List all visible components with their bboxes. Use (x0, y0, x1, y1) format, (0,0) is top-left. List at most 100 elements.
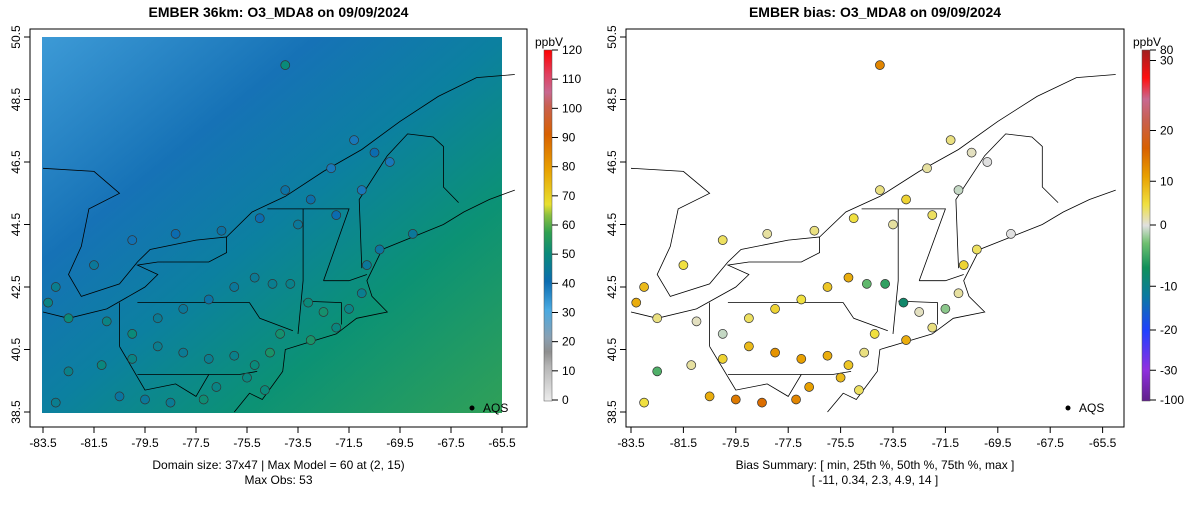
station-marker (114, 391, 125, 402)
colorbar-tick-label: 20 (1160, 124, 1174, 138)
station-marker (356, 288, 367, 299)
colorbar-tick-label: 0 (562, 393, 569, 407)
x-tick-label: -67.5 (437, 436, 465, 450)
station-marker (744, 313, 754, 324)
colorbar-tick-label: 0 (1160, 218, 1167, 232)
x-tick-label: -71.5 (932, 436, 960, 450)
colorbar-tick-label: 70 (562, 189, 576, 203)
station-marker (914, 307, 925, 317)
station-marker (267, 279, 278, 289)
y-tick-label: 38.5 (605, 400, 619, 424)
station-marker (356, 185, 367, 195)
station-marker (280, 60, 291, 70)
boundary-line (727, 302, 888, 332)
station-marker (953, 288, 964, 299)
station-marker (265, 347, 275, 358)
legend-marker (1065, 405, 1071, 411)
y-tick-label: 44.5 (9, 212, 23, 236)
y-tick-label: 40.5 (9, 337, 23, 361)
boundary-line (267, 208, 350, 281)
station-marker (280, 185, 291, 195)
station-marker (691, 316, 702, 327)
station-marker (639, 282, 649, 292)
station-marker (927, 322, 938, 333)
station-marker (1006, 229, 1016, 239)
station-marker (762, 229, 773, 239)
footer-line-2: Max Obs: 53 (244, 473, 312, 487)
map-boundaries (42, 74, 515, 413)
station-marker (178, 347, 189, 358)
station-marker (254, 213, 265, 224)
colorbar-tick-label: 90 (562, 131, 576, 145)
legend-marker (469, 405, 475, 411)
station-marker (331, 322, 342, 333)
boundary-line (709, 346, 802, 397)
map-panel-1: EMBER bias: O3_MDA8 on 09/09/2024 -83.5 -8… (605, 4, 1184, 487)
station-marker (275, 329, 285, 339)
station-marker (249, 360, 260, 370)
station-marker (198, 394, 209, 405)
station-marker (835, 372, 846, 383)
x-tick-label: -81.5 (80, 436, 108, 450)
map-panel-0: EMBER 36km: O3_MDA8 on 09/09/2024 -83.5 -8… (9, 4, 582, 487)
y-tick-label: 50.5 (9, 25, 23, 49)
x-tick-label: -67.5 (1037, 436, 1065, 450)
colorbar-tick-label: 10 (562, 364, 576, 378)
boundary-line (119, 346, 210, 397)
station-marker (869, 329, 880, 339)
station-marker (331, 210, 342, 220)
y-tick-label: 48.5 (605, 87, 619, 111)
station-marker (326, 163, 336, 174)
colorbar-tick-label: -30 (1160, 363, 1178, 377)
boundary-line (819, 74, 1116, 238)
station-marker (127, 235, 138, 245)
station-marker (127, 329, 138, 339)
station-marker (50, 282, 61, 292)
station-marker (958, 260, 969, 270)
station-marker (50, 397, 61, 408)
x-tick-label: -69.5 (984, 436, 1012, 450)
boundary-line (233, 189, 515, 413)
station-marker (953, 185, 964, 195)
chart-title: EMBER 36km: O3_MDA8 on 09/09/2024 (149, 4, 409, 20)
y-tick-label: 38.5 (9, 400, 23, 424)
station-marker (854, 385, 864, 395)
x-tick-label: -83.5 (29, 436, 57, 450)
plot-frame (625, 28, 1125, 428)
boundary-line (323, 274, 368, 282)
x-tick-label: -69.5 (386, 436, 414, 450)
y-tick-label: 44.5 (605, 212, 619, 236)
boundary-line (861, 208, 946, 281)
station-marker (242, 372, 252, 383)
station-marker (369, 147, 380, 158)
station-marker (875, 60, 885, 70)
boundary-line (892, 208, 899, 334)
station-marker (43, 297, 53, 308)
station-marker (165, 397, 176, 408)
footer-line-1: Domain size: 37x47 | Max Model = 60 at (… (152, 458, 404, 472)
colorbar-unit: ppbV (1133, 35, 1161, 49)
station-marker (203, 294, 214, 305)
station-marker (717, 235, 728, 245)
station-marker (971, 244, 982, 255)
station-marker (927, 210, 938, 220)
colorbar-tick-label: -100 (1160, 393, 1184, 407)
boundary-line (727, 371, 852, 375)
x-tick-label: -79.5 (722, 436, 750, 450)
boundary-line (827, 189, 1116, 413)
station-marker (717, 329, 728, 339)
station-marker (127, 354, 138, 364)
boundary-line (226, 74, 515, 238)
boundary-line (137, 371, 258, 375)
station-marker (170, 229, 181, 239)
station-marker (770, 347, 780, 358)
colorbar (543, 49, 553, 402)
station-marker (744, 341, 754, 352)
x-tick-label: -75.5 (233, 436, 261, 450)
legend-label: AQS (1079, 401, 1104, 415)
station-marker (211, 382, 222, 392)
station-marker (770, 304, 780, 314)
station-marker (305, 194, 316, 205)
x-tick-label: -75.5 (827, 436, 855, 450)
